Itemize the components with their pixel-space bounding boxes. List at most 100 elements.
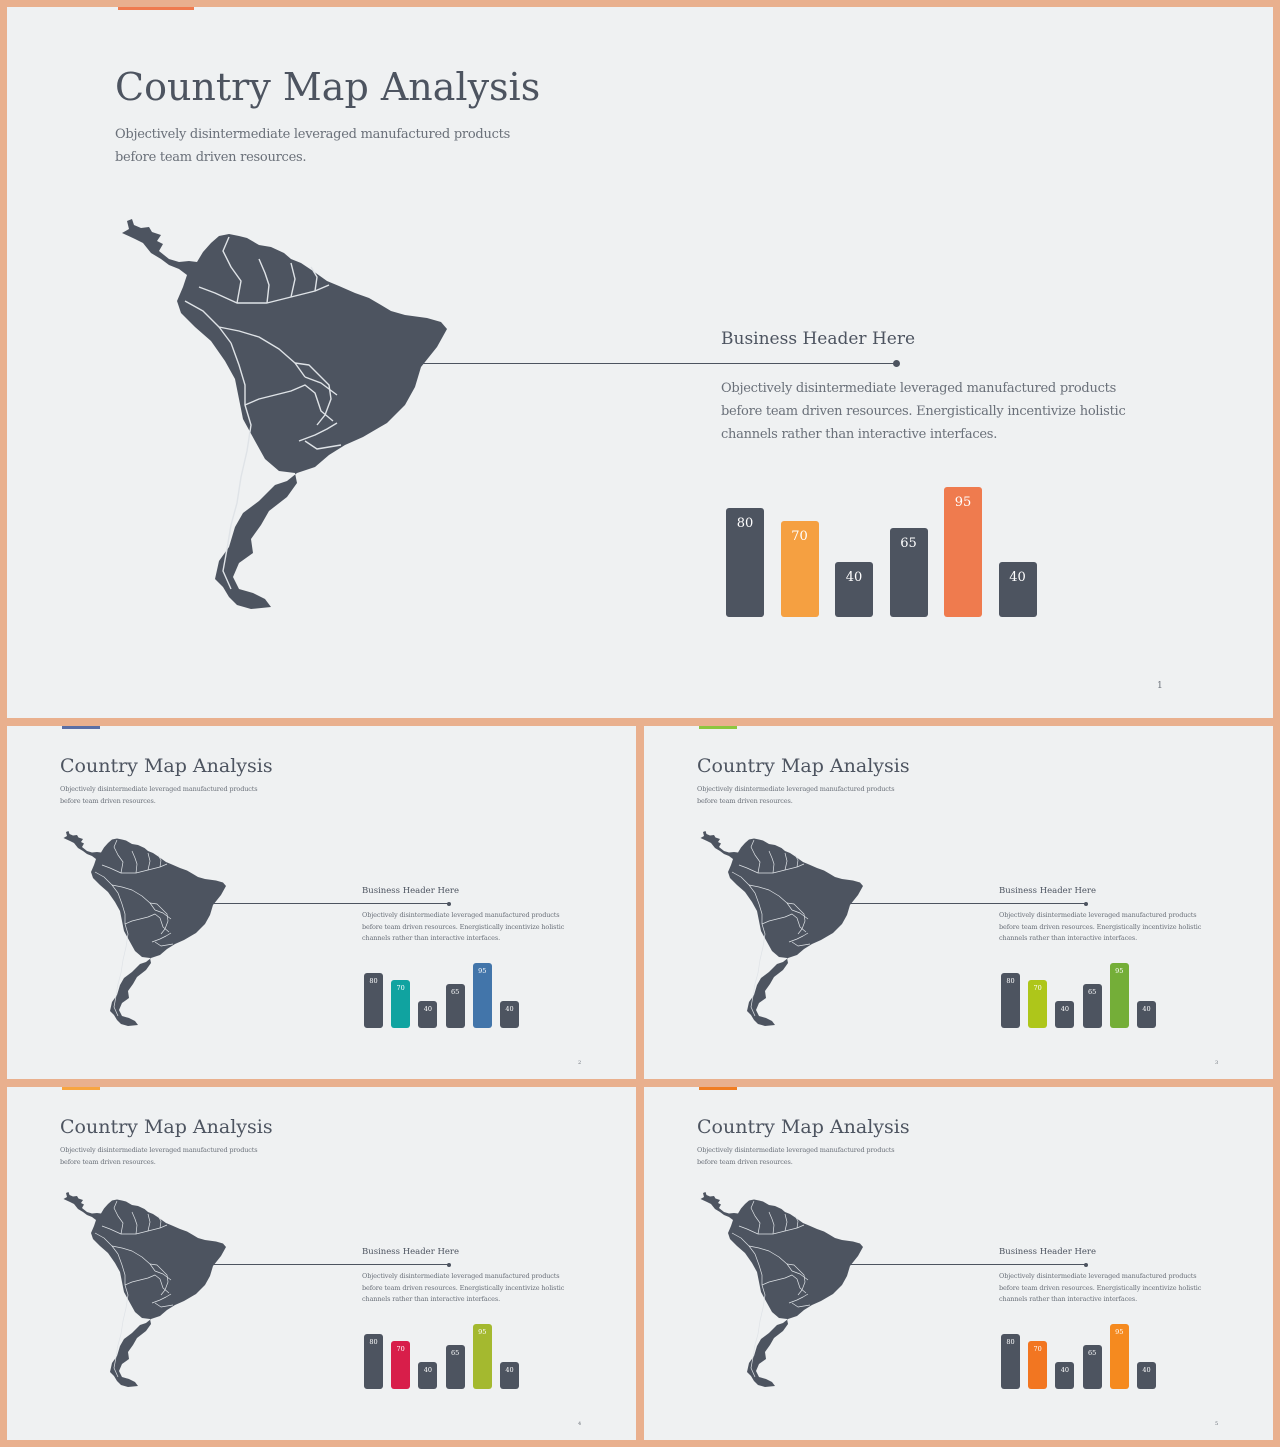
accent-bar — [699, 726, 737, 729]
connector-dot — [1084, 901, 1088, 906]
connector-dot — [1084, 1262, 1088, 1267]
page-number: 5 — [1215, 1421, 1219, 1427]
accent-bar — [62, 1087, 100, 1090]
bar-label: 80 — [1006, 976, 1015, 985]
bar-2: 70 — [1028, 980, 1048, 1028]
bar-label: 80 — [369, 1337, 378, 1346]
business-body: Objectively disintermediate leveraged ma… — [362, 1272, 565, 1303]
accent-bar — [699, 1087, 737, 1090]
bar-5: 95 — [1109, 1324, 1129, 1389]
bar-3: 40 — [835, 562, 873, 617]
slide-2[interactable]: Country Map Analysis Objectively disinte… — [7, 726, 636, 1079]
bar-3: 40 — [1055, 1362, 1075, 1389]
connector-line — [213, 1262, 451, 1267]
bar-chart: 80 70 40 65 95 40 — [364, 1324, 524, 1389]
bar-label: 40 — [1060, 1365, 1070, 1374]
page-number: 4 — [578, 1421, 582, 1427]
bar-5: 95 — [1109, 963, 1129, 1028]
slide-title: Country Map Analysis — [60, 1116, 273, 1138]
business-body: Objectively disintermediate leveraged ma… — [999, 911, 1202, 942]
bar-label: 95 — [478, 966, 487, 975]
slide-title: Country Map Analysis — [697, 1116, 910, 1138]
slide-subtitle: Objectively disintermediate leveraged ma… — [60, 785, 258, 805]
bar-label: 40 — [1009, 569, 1026, 585]
bar-1: 80 — [1001, 1334, 1020, 1389]
business-header: Business Header Here — [999, 886, 1097, 896]
bar-label: 40 — [845, 569, 863, 585]
slide-subtitle: Objectively disintermediate leveraged ma… — [115, 127, 510, 165]
bar-6: 40 — [500, 1001, 519, 1028]
accent-bar — [62, 726, 100, 729]
bar-3: 40 — [418, 1001, 438, 1028]
page-number: 2 — [578, 1060, 582, 1066]
bar-2: 70 — [780, 521, 819, 617]
slide-5[interactable]: Country Map Analysis Objectively disinte… — [644, 1087, 1273, 1440]
bar-4: 65 — [889, 528, 928, 617]
bar-label: 40 — [505, 1365, 514, 1374]
south-america-map — [121, 218, 448, 610]
south-america-map — [63, 830, 227, 1027]
business-header: Business Header Here — [362, 886, 460, 896]
bar-6: 40 — [500, 1362, 519, 1389]
bar-1: 80 — [726, 508, 764, 617]
bar-label: 65 — [900, 535, 917, 551]
bar-label: 65 — [1087, 1348, 1097, 1357]
bar-label: 80 — [369, 976, 378, 985]
bar-2: 70 — [391, 1341, 411, 1389]
slide-3[interactable]: Country Map Analysis Objectively disinte… — [644, 726, 1273, 1079]
bar-6: 40 — [1137, 1001, 1156, 1028]
connector-line — [213, 901, 451, 906]
bar-label: 95 — [954, 494, 972, 510]
business-body: Objectively disintermediate leveraged ma… — [362, 911, 565, 942]
bar-label: 65 — [1087, 987, 1097, 996]
connector-line — [421, 360, 900, 367]
bar-4: 65 — [1082, 1345, 1102, 1389]
slide-4[interactable]: Country Map Analysis Objectively disinte… — [7, 1087, 636, 1440]
bar-label: 40 — [423, 1365, 433, 1374]
page-number: 1 — [1157, 681, 1163, 691]
connector-dot — [447, 1262, 451, 1267]
slide-subtitle: Objectively disintermediate leveraged ma… — [697, 785, 895, 805]
bar-6: 40 — [998, 562, 1037, 617]
bar-5: 95 — [472, 963, 492, 1028]
page-number: 3 — [1215, 1060, 1219, 1066]
slide-title: Country Map Analysis — [60, 755, 273, 777]
bar-chart: 80 70 40 65 95 40 — [364, 963, 524, 1028]
south-america-map — [700, 1191, 864, 1388]
bar-label: 70 — [396, 983, 405, 992]
bar-chart: 80 70 40 65 95 40 — [1001, 963, 1161, 1028]
slide-subtitle: Objectively disintermediate leveraged ma… — [60, 1146, 258, 1166]
bar-label: 65 — [450, 1348, 460, 1357]
bar-label: 40 — [423, 1004, 433, 1013]
bar-label: 65 — [450, 987, 460, 996]
bar-label: 95 — [1115, 1327, 1124, 1336]
business-header: Business Header Here — [999, 1247, 1097, 1257]
bar-2: 70 — [391, 980, 411, 1028]
bar-label: 80 — [736, 515, 754, 531]
bar-1: 80 — [364, 973, 383, 1028]
accent-bar — [118, 7, 194, 10]
bar-label: 40 — [1142, 1365, 1151, 1374]
connector-line — [850, 1262, 1088, 1267]
slide-subtitle: Objectively disintermediate leveraged ma… — [697, 1146, 895, 1166]
bar-3: 40 — [1055, 1001, 1075, 1028]
bar-label: 95 — [1115, 966, 1124, 975]
slide-title: Country Map Analysis — [115, 65, 541, 109]
bar-label: 40 — [1060, 1004, 1070, 1013]
bar-label: 70 — [1033, 983, 1042, 992]
business-header: Business Header Here — [721, 329, 916, 349]
bar-3: 40 — [418, 1362, 438, 1389]
slide-1[interactable]: Country Map Analysis Objectively disinte… — [7, 7, 1273, 718]
slide-title: Country Map Analysis — [697, 755, 910, 777]
connector-line — [850, 901, 1088, 906]
bar-5: 95 — [944, 487, 982, 617]
bar-4: 65 — [445, 984, 465, 1028]
bar-5: 95 — [472, 1324, 492, 1389]
business-body: Objectively disintermediate leveraged ma… — [721, 381, 1126, 442]
bar-1: 80 — [1001, 973, 1020, 1028]
business-header: Business Header Here — [362, 1247, 460, 1257]
south-america-map — [700, 830, 864, 1027]
bar-1: 80 — [364, 1334, 383, 1389]
south-america-map — [63, 1191, 227, 1388]
bar-label: 70 — [396, 1344, 405, 1353]
